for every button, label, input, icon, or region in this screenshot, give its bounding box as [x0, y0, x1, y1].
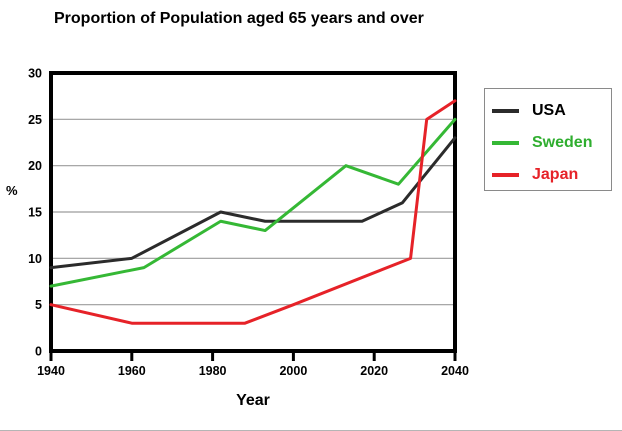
x-tick-label-2000: 2000: [279, 364, 307, 378]
legend-item-sweden: Sweden: [485, 127, 611, 159]
legend-box: USA Sweden Japan: [484, 88, 612, 191]
x-tick-label-1980: 1980: [199, 364, 227, 378]
x-tick-label-2040: 2040: [441, 364, 469, 378]
sweden-line-swatch: [492, 141, 519, 145]
y-tick-label-30: 30: [28, 67, 42, 81]
x-tick-label-1960: 1960: [118, 364, 146, 378]
chart-title: Proportion of Population aged 65 years a…: [54, 10, 424, 27]
plot-border: [49, 71, 457, 353]
y-axis-label: %: [6, 183, 18, 198]
y-tick-label-10: 10: [28, 252, 42, 266]
y-tick-label-5: 5: [35, 298, 42, 312]
y-tick-label-0: 0: [35, 345, 42, 359]
japan-line-swatch: [492, 173, 519, 177]
legend-item-japan: Japan: [485, 159, 611, 191]
series-line-japan: [49, 99, 457, 325]
y-tick-label-15: 15: [28, 206, 42, 220]
legend-label-sweden: Sweden: [532, 134, 593, 151]
x-axis-label: Year: [236, 392, 270, 409]
y-tick-label-20: 20: [28, 159, 42, 173]
legend-label-japan: Japan: [532, 166, 579, 183]
series-line-usa: [49, 136, 457, 270]
legend-item-usa: USA: [485, 95, 611, 127]
legend-label-usa: USA: [532, 102, 566, 119]
series-line-sweden: [49, 117, 457, 288]
x-tick-label-2020: 2020: [360, 364, 388, 378]
y-tick-label-25: 25: [28, 113, 42, 127]
x-tick-label-1940: 1940: [37, 364, 65, 378]
usa-line-swatch: [492, 109, 519, 113]
